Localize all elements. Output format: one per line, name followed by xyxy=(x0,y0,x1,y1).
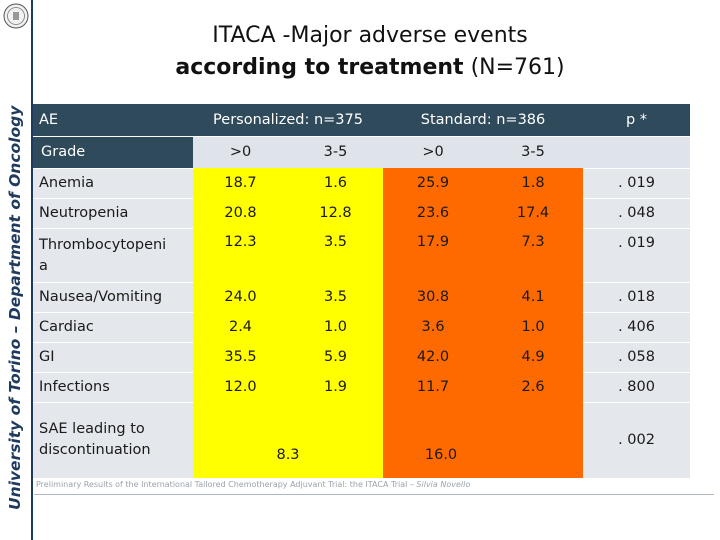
cell-personalized-any: 12.3 xyxy=(193,228,288,282)
row-label: Anemia xyxy=(33,167,193,198)
cell-standard-any: 3.6 xyxy=(383,312,484,342)
adverse-events-table: AE Personalized: n=375 Standard: n=386 p… xyxy=(33,104,691,478)
cell-p-value: . 002 xyxy=(583,401,691,478)
title-line-2-rest: (N=761) xyxy=(463,55,565,80)
title-line-2: according to treatment (N=761) xyxy=(150,52,590,84)
row-label: Nausea/Vomiting xyxy=(33,281,193,312)
cell-standard-any: 23.6 xyxy=(383,198,484,228)
row-label-line-1: Thrombocytopeni xyxy=(39,236,167,253)
cell-personalized-any: 20.8 xyxy=(193,198,288,228)
title-line-2-bold: according to treatment xyxy=(175,55,464,80)
cell-personalized-grade35: 1.6 xyxy=(288,168,384,198)
table-row-nausea-vomiting: Nausea/Vomiting 24.0 3.5 30.8 4.1 . 018 xyxy=(33,281,691,312)
cell-standard-any: 11.7 xyxy=(383,372,484,402)
header-personalized: Personalized: n=375 xyxy=(193,104,384,137)
subheader-personalized-any: >0 xyxy=(193,136,288,168)
cell-p-value: . 018 xyxy=(583,281,691,312)
cell-personalized-grade35: 5.9 xyxy=(288,342,384,372)
cell-p-value: . 406 xyxy=(583,311,691,342)
header-p: p * xyxy=(583,104,691,137)
title-line-1: ITACA -Major adverse events xyxy=(212,23,528,48)
row-label: Cardiac xyxy=(33,311,193,342)
header-ae: AE xyxy=(33,104,193,137)
university-seal-icon xyxy=(3,3,29,29)
cell-standard-any: 25.9 xyxy=(383,168,484,198)
cell-personalized-any: 18.7 xyxy=(193,168,288,198)
cell-p-value: . 019 xyxy=(583,227,691,282)
department-label: University of Torino – Department of Onc… xyxy=(6,105,24,510)
cell-personalized-grade35: 3.5 xyxy=(288,282,384,312)
cell-p-value: . 048 xyxy=(583,197,691,228)
row-label: Neutropenia xyxy=(33,197,193,228)
cell-p-value: . 019 xyxy=(583,167,691,198)
subheader-grade: Grade xyxy=(33,136,193,168)
table-row-cardiac: Cardiac 2.4 1.0 3.6 1.0 . 406 xyxy=(33,311,691,342)
table-header-row: AE Personalized: n=375 Standard: n=386 p… xyxy=(33,104,691,137)
cell-standard-grade35: 17.4 xyxy=(483,198,584,228)
row-label: Infections xyxy=(33,371,193,402)
page-title: ITACA -Major adverse events according to… xyxy=(150,20,590,84)
footer-citation: Preliminary Results of the International… xyxy=(36,480,696,489)
cell-standard-any: 42.0 xyxy=(383,342,484,372)
cell-personalized-grade35: 1.9 xyxy=(288,372,384,402)
footer-text: Preliminary Results of the International… xyxy=(36,480,417,489)
row-label: SAE leading to discontinuation xyxy=(33,401,193,478)
cell-standard-any: 17.9 xyxy=(383,228,484,282)
cell-standard-grade35: 4.9 xyxy=(483,342,584,372)
cell-standard-grade35: 2.6 xyxy=(483,372,584,402)
subheader-standard-any: >0 xyxy=(383,136,484,168)
sidebar-divider xyxy=(31,0,33,540)
cell-standard-grade35: 4.1 xyxy=(483,282,584,312)
table-row-infections: Infections 12.0 1.9 11.7 2.6 . 800 xyxy=(33,371,691,402)
table-row-anemia: Anemia 18.7 1.6 25.9 1.8 . 019 xyxy=(33,167,691,198)
header-standard: Standard: n=386 xyxy=(383,104,584,137)
cell-personalized-grade35: 12.8 xyxy=(288,198,384,228)
row-label: Thrombocytopeni a xyxy=(33,227,193,282)
row-label: GI xyxy=(33,341,193,372)
cell-personalized-grade35: 1.0 xyxy=(288,312,384,342)
table-row-neutropenia: Neutropenia 20.8 12.8 23.6 17.4 . 048 xyxy=(33,197,691,228)
cell-personalized-any: 35.5 xyxy=(193,342,288,372)
cell-personalized-any: 12.0 xyxy=(193,372,288,402)
cell-p-value: . 800 xyxy=(583,371,691,402)
footer-author: Silvia Novello xyxy=(416,480,471,489)
table-subheader-row: Grade >0 3-5 >0 3-5 xyxy=(33,136,691,168)
cell-standard-grade35: 7.3 xyxy=(483,228,584,282)
cell-personalized-sae: 8.3 xyxy=(193,402,384,478)
cell-personalized-any: 24.0 xyxy=(193,282,288,312)
row-label-line-2: a xyxy=(39,257,48,274)
cell-standard-grade35: 1.8 xyxy=(483,168,584,198)
table-row-sae: SAE leading to discontinuation 8.3 16.0 … xyxy=(33,401,691,478)
table-row-gi: GI 35.5 5.9 42.0 4.9 . 058 xyxy=(33,341,691,372)
cell-standard-grade35: 1.0 xyxy=(483,312,584,342)
subheader-standard-grade35: 3-5 xyxy=(483,136,584,168)
cell-standard-sae: 16.0 xyxy=(383,402,584,478)
subheader-p-empty xyxy=(583,136,691,168)
cell-p-value: . 058 xyxy=(583,341,691,372)
subheader-personalized-grade35: 3-5 xyxy=(288,136,384,168)
cell-standard-any: 30.8 xyxy=(383,282,484,312)
cell-personalized-any: 2.4 xyxy=(193,312,288,342)
cell-personalized-grade35: 3.5 xyxy=(288,228,384,282)
table-row-thrombocytopenia: Thrombocytopeni a 12.3 3.5 17.9 7.3 . 019 xyxy=(33,227,691,282)
footer-divider xyxy=(34,494,714,495)
